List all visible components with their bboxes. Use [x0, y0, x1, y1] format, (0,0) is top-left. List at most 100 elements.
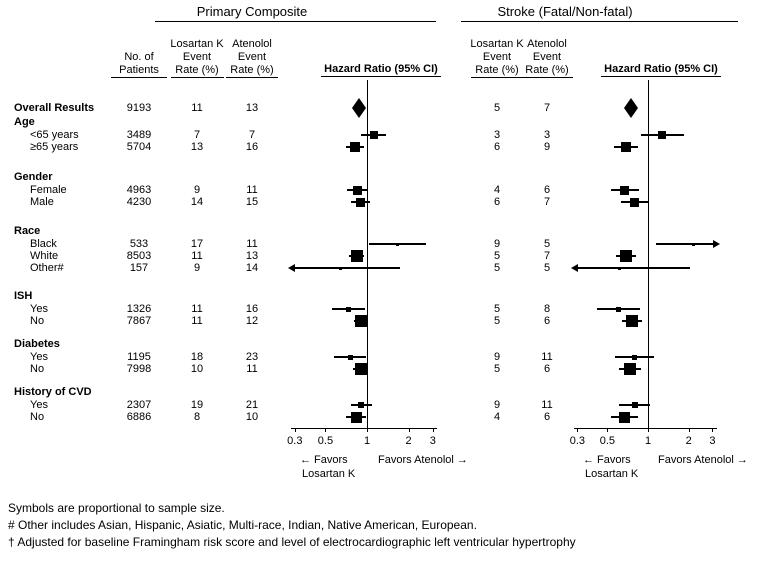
group-label: ISH: [14, 290, 33, 302]
patients-count: 4963: [126, 184, 152, 196]
atenolol-rate-stroke: 7: [543, 196, 551, 208]
hr-point-primary: [350, 142, 361, 152]
atenolol-rate-primary: 16: [245, 303, 259, 315]
panel-title-primary-composite: Primary Composite: [196, 4, 308, 19]
x-tick-label: 3: [709, 435, 716, 447]
favors-losartan-name-stroke: Losartan K: [585, 468, 639, 480]
losartan-rate-primary: 18: [190, 351, 204, 363]
patients-count: 7998: [126, 363, 152, 375]
atenolol-rate-primary: 11: [246, 238, 258, 250]
hr-point-primary: [369, 131, 378, 139]
row-label: Black: [30, 238, 57, 250]
atenolol-rate-stroke: 8: [543, 303, 551, 315]
x-tick: [712, 428, 714, 432]
atenolol-stroke-underline: [521, 77, 573, 78]
hr-point-primary: [351, 411, 363, 423]
hr-point-primary: [356, 197, 366, 207]
losartan-rate-stroke: 4: [493, 411, 501, 423]
reference-line-hr-1: [648, 80, 649, 428]
hr-point-stroke: [630, 197, 640, 207]
x-tick: [325, 428, 327, 432]
hr-point-stroke: [631, 354, 637, 360]
losartan-rate-primary: 11: [191, 303, 203, 315]
losartan-rate-primary: 9: [193, 262, 201, 274]
losartan-rate-stroke: 5: [493, 262, 501, 274]
row-label: Male: [30, 196, 54, 208]
patients-count: 5704: [126, 141, 152, 153]
losartan-rate-primary: 8: [193, 411, 201, 423]
panel-rule-stroke: [461, 21, 738, 22]
group-label: Race: [14, 225, 41, 237]
x-tick-label: 3: [429, 435, 436, 447]
favors-losartan-name-primary: Losartan K: [302, 468, 356, 480]
favors-losartan-label-primary: ← Favors: [300, 454, 348, 466]
hr-point-stroke: [620, 185, 630, 195]
patients-count: 1195: [127, 351, 151, 363]
patients-count: 3489: [126, 129, 152, 141]
patients-count: 157: [129, 262, 149, 274]
atenolol-rate-primary: 13: [245, 250, 259, 262]
losartan-rate-primary: 7: [193, 129, 201, 141]
x-tick-label: 1: [363, 435, 371, 447]
losartan-rate-stroke: 5: [493, 250, 501, 262]
atenolol-rate-stroke: 9: [543, 141, 551, 153]
group-label: History of CVD: [14, 386, 92, 398]
patients-count: 6886: [126, 411, 152, 423]
ci-line-stroke: [655, 243, 713, 245]
atenolol-rate-primary: 10: [245, 411, 259, 423]
hr-point-stroke: [618, 266, 622, 270]
atenolol-rate-primary: 15: [245, 196, 259, 208]
atenolol-rate-primary: 21: [245, 399, 259, 411]
footnote-adjusted: † Adjusted for baseline Framingham risk …: [8, 535, 576, 549]
x-tick-label: 0.3: [287, 435, 303, 447]
row-label: Female: [30, 184, 67, 196]
hr-point-stroke: [624, 363, 637, 375]
atenolol-rate-primary: 14: [245, 262, 259, 274]
atenolol-rate-stroke: 7: [543, 102, 551, 114]
losartan-rate-primary: 9: [193, 184, 201, 196]
patients-count: 9193: [126, 102, 152, 114]
ci-line-primary: [295, 267, 400, 269]
losartan-rate-stroke: 5: [493, 102, 501, 114]
losartan-rate-primary: 11: [191, 102, 203, 114]
losartan-rate-primary: 13: [190, 141, 204, 153]
hr-point-primary: [348, 354, 354, 360]
losartan-rate-stroke: 5: [493, 363, 501, 375]
column-header-patients: No. of Patients: [119, 51, 159, 76]
patients-count: 533: [129, 238, 149, 250]
losartan-rate-stroke: 9: [493, 238, 501, 250]
losartan-rate-stroke: 5: [493, 315, 501, 327]
hr-point-primary: [358, 402, 365, 408]
ci-line-stroke: [578, 267, 691, 269]
reference-line-hr-1: [367, 80, 368, 428]
panel-title-stroke: Stroke (Fatal/Non-fatal): [497, 4, 633, 19]
hr-point-stroke: [658, 131, 667, 139]
atenolol-rate-primary: 11: [246, 184, 258, 196]
x-tick: [607, 428, 609, 432]
atenolol-rate-stroke: 6: [543, 184, 551, 196]
ci-arrow-right-icon: [713, 240, 720, 248]
x-tick-label: 0.3: [569, 435, 586, 447]
losartan-rate-stroke: 5: [493, 303, 501, 315]
column-header-losartan-primary: Losartan K Event Rate (%): [170, 38, 224, 76]
hr-point-primary: [396, 242, 400, 246]
row-label: Other#: [30, 262, 64, 274]
losartan-rate-primary: 19: [190, 399, 204, 411]
column-header-hazard-stroke: Hazard Ratio (95% CI): [601, 63, 721, 77]
atenolol-rate-stroke: 6: [543, 411, 551, 423]
hr-point-primary: [354, 363, 367, 375]
losartan-rate-stroke: 6: [493, 196, 501, 208]
hr-point-stroke: [615, 306, 621, 312]
atenolol-rate-stroke: 7: [543, 250, 551, 262]
losartan-rate-stroke: 9: [493, 351, 501, 363]
hr-point-primary: [338, 266, 342, 270]
footnote-other-races: # Other includes Asian, Hispanic, Asiati…: [8, 518, 477, 532]
row-label: Yes: [30, 303, 48, 315]
atenolol-rate-primary: 7: [248, 129, 256, 141]
patients-count: 7867: [126, 315, 152, 327]
hr-point-primary: [345, 306, 351, 312]
row-label: Yes: [30, 351, 48, 363]
hr-diamond-stroke: [624, 98, 639, 118]
x-tick-label: 2: [685, 435, 692, 447]
